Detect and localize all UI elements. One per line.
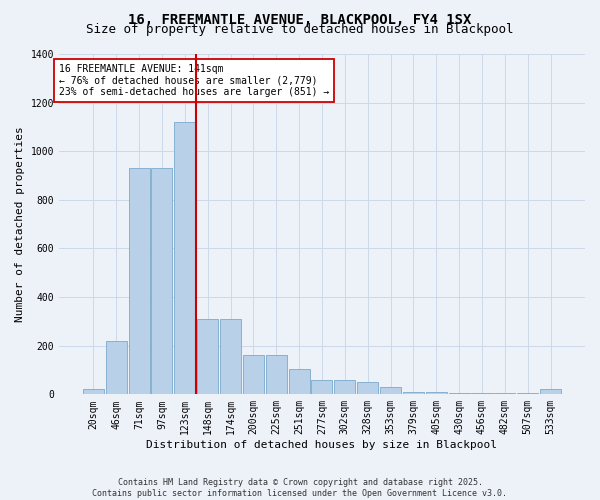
Bar	[289, 369, 310, 394]
Bar	[494, 393, 515, 394]
Bar	[174, 122, 196, 394]
Bar	[266, 356, 287, 395]
Text: 16 FREEMANTLE AVENUE: 141sqm
← 76% of detached houses are smaller (2,779)
23% of: 16 FREEMANTLE AVENUE: 141sqm ← 76% of de…	[59, 64, 329, 98]
Bar	[334, 380, 355, 394]
Bar	[403, 392, 424, 394]
Bar	[128, 168, 149, 394]
Bar	[106, 341, 127, 394]
Bar	[243, 356, 264, 395]
Y-axis label: Number of detached properties: Number of detached properties	[15, 126, 25, 322]
X-axis label: Distribution of detached houses by size in Blackpool: Distribution of detached houses by size …	[146, 440, 497, 450]
Bar	[540, 390, 561, 394]
Bar	[380, 387, 401, 394]
Bar	[83, 390, 104, 394]
Bar	[197, 319, 218, 394]
Bar	[311, 380, 332, 394]
Bar	[220, 319, 241, 394]
Bar	[426, 392, 447, 394]
Bar	[151, 168, 172, 394]
Bar	[357, 382, 378, 394]
Text: Size of property relative to detached houses in Blackpool: Size of property relative to detached ho…	[86, 22, 514, 36]
Text: 16, FREEMANTLE AVENUE, BLACKPOOL, FY4 1SX: 16, FREEMANTLE AVENUE, BLACKPOOL, FY4 1S…	[128, 12, 472, 26]
Bar	[517, 393, 538, 394]
Bar	[449, 393, 470, 394]
Text: Contains HM Land Registry data © Crown copyright and database right 2025.
Contai: Contains HM Land Registry data © Crown c…	[92, 478, 508, 498]
Bar	[472, 393, 493, 394]
